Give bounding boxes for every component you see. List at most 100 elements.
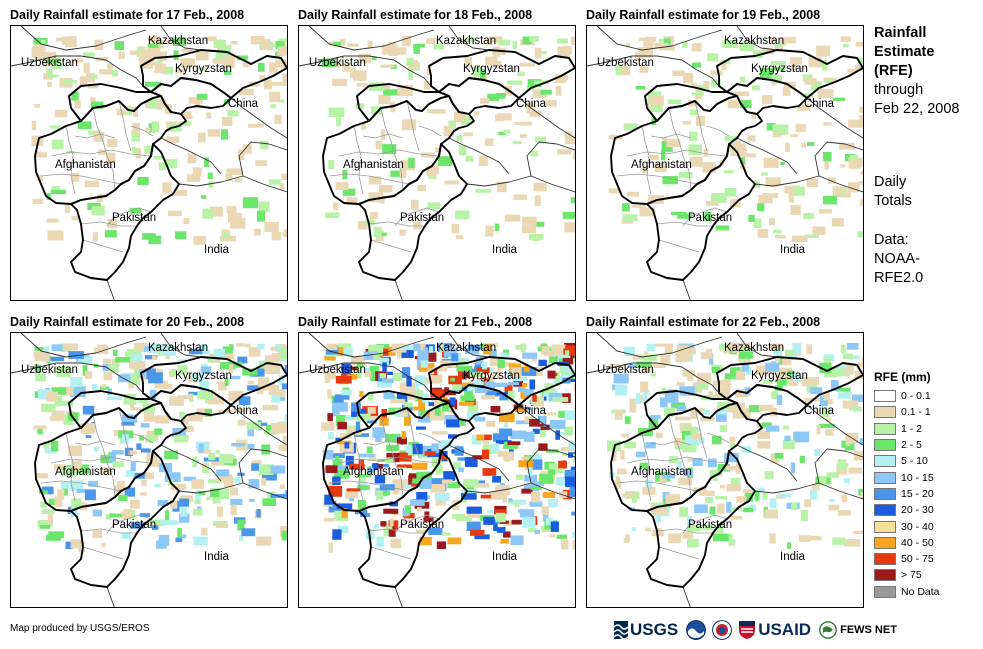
rainfall-cell (372, 427, 385, 438)
rainfall-cell (335, 437, 342, 443)
rainfall-cell (636, 451, 646, 458)
country-border (20, 333, 147, 358)
rainfall-cell (431, 457, 442, 468)
admin-boundary (668, 414, 692, 498)
country-border (178, 482, 287, 500)
totals-label: Totals (874, 193, 912, 209)
panel-title: Daily Rainfall estimate for 17 Feb., 200… (10, 8, 245, 22)
rainfall-cell (131, 361, 146, 370)
rainfall-cell (282, 77, 287, 86)
rainfall-cell (848, 467, 862, 474)
rainfall-cell (537, 398, 544, 402)
rainfall-cell (500, 482, 505, 488)
country-label-pakistan: Pakistan (688, 212, 733, 224)
rainfall-cell (242, 144, 252, 154)
rainfall-cell (282, 435, 287, 446)
country-label-india: India (780, 244, 805, 256)
rainfall-cell (486, 40, 493, 46)
rainfall-cell (496, 527, 506, 533)
rainfall-cell (460, 395, 475, 401)
rainfall-cell (704, 211, 712, 222)
legend-item: 0.1 - 1 (874, 404, 979, 420)
country-border (160, 26, 202, 51)
rainfall-cell (282, 73, 287, 81)
rainfall-cell (793, 431, 810, 443)
rainfall-cell (562, 452, 568, 457)
rainfall-cell (154, 380, 168, 389)
rainfall-cell (642, 367, 652, 372)
rainfall-cell (448, 434, 457, 439)
country-border (448, 137, 510, 175)
rainfall-cell (412, 443, 423, 455)
rainfall-cell (721, 343, 728, 349)
rainfall-cell (497, 451, 508, 457)
rainfall-cell (367, 467, 374, 473)
rainfall-cell (532, 428, 544, 434)
rainfall-cell (285, 490, 287, 498)
rainfall-cell (223, 70, 232, 75)
rainfall-cell (466, 506, 482, 514)
rainfall-cell (344, 415, 356, 421)
rainfall-cell (51, 410, 65, 422)
rainfall-cell (775, 235, 786, 239)
rainfall-cell (221, 229, 231, 236)
rainfall-cell (545, 100, 557, 107)
rainfall-cell (442, 479, 453, 484)
rainfall-cell (650, 37, 657, 42)
rainfall-cell (625, 43, 631, 48)
rainfall-cell (564, 222, 575, 233)
rainfall-cell (800, 510, 808, 521)
rainfall-cell (434, 147, 439, 152)
rainfall-cell (664, 407, 675, 417)
rainfall-cell (219, 45, 232, 56)
rainfall-cell (134, 369, 140, 381)
rainfall-cell (530, 481, 545, 486)
rainfall-cell (383, 526, 393, 537)
rainfall-cell (769, 218, 775, 226)
rainfall-cell (724, 188, 737, 197)
rainfall-cell (611, 450, 617, 461)
rainfall-cell (561, 539, 569, 550)
rainfall-cell (804, 499, 811, 507)
rainfall-cell (241, 528, 256, 537)
rainfall-cell (833, 97, 846, 101)
rainfall-cell (770, 343, 782, 348)
rainfall-cell (373, 345, 384, 356)
rainfall-cell (103, 372, 113, 381)
rainfall-cell (32, 198, 43, 204)
rainfall-cell (772, 67, 785, 71)
rainfall-cell (376, 463, 383, 469)
rainfall-cell (721, 62, 727, 71)
rainfall-cell (454, 111, 466, 123)
rainfall-cell (843, 478, 850, 484)
rainfall-cell (417, 184, 426, 191)
rainfall-cell (195, 51, 209, 61)
rainfall-cell (687, 516, 692, 526)
rainfall-cell (708, 391, 713, 398)
admin-boundary (626, 149, 728, 157)
country-border (160, 444, 222, 482)
rainfall-cell (709, 506, 716, 515)
rainfall-cell (268, 179, 281, 185)
rainfall-cell (271, 232, 282, 241)
country-border (466, 175, 575, 193)
rainfall-cell (494, 223, 500, 232)
rainfall-cell (34, 364, 42, 373)
rainfall-cell (261, 444, 271, 455)
rainfall-cell (788, 371, 798, 378)
rainfall-cell (237, 519, 245, 531)
rainfall-cell (835, 365, 847, 369)
rainfall-cell (748, 214, 755, 222)
rainfall-cell (205, 408, 212, 417)
rainfall-cell (573, 358, 575, 363)
rainfall-cell (248, 346, 261, 357)
country-border (299, 55, 432, 87)
rainfall-cell (615, 476, 621, 486)
rainfall-cell (258, 201, 270, 212)
rainfall-cell (485, 56, 498, 65)
rainfall-cell (461, 382, 475, 387)
rainfall-cell (758, 404, 774, 412)
study-area-border (428, 356, 575, 406)
rainfall-cell (328, 160, 335, 169)
rfe-title-line3: (RFE) (874, 63, 913, 79)
